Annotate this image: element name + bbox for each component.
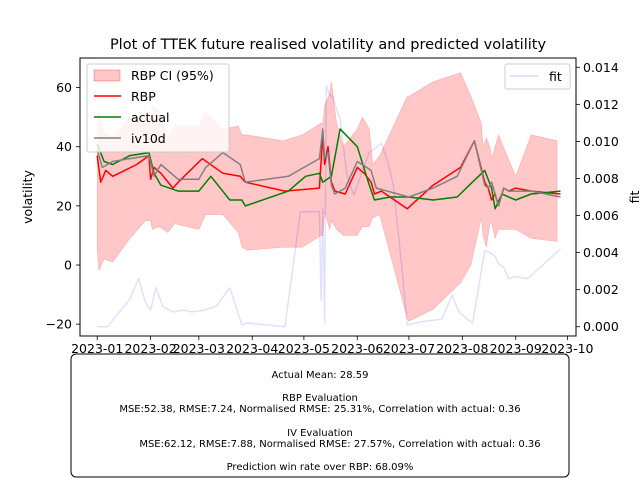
y-tick-label: −20 (46, 317, 72, 332)
legend-label-rbp: RBP (131, 89, 156, 104)
y-tick-label: 40 (56, 139, 72, 154)
info-line-rbp-metrics: MSE:52.38, RMSE:7.24, Normalised RMSE: 2… (119, 404, 520, 415)
chart-title: Plot of TTEK future realised volatility … (110, 37, 547, 53)
series-line-fit (97, 85, 562, 328)
y-axis-label: volatility (20, 169, 35, 223)
y2-tick-label: 0.010 (583, 134, 619, 149)
y-axis-left: −20 0 20 40 60 (46, 80, 80, 332)
axes-frame (79, 57, 577, 337)
series-line-actual (96, 128, 561, 210)
y2-tick-label: 0.000 (583, 319, 619, 334)
legend-label-rbp-ci: RBP CI (95%) (131, 68, 214, 83)
legend-label-actual: actual (131, 110, 170, 125)
x-tick-label: 2023-01 (71, 341, 123, 356)
y2-tick-label: 0.002 (583, 282, 619, 297)
legend-swatch-rbp-ci (93, 69, 121, 82)
y-tick-label: 60 (56, 80, 72, 95)
y2-tick-label: 0.008 (583, 171, 619, 186)
x-tick-label: 2023-04 (226, 341, 278, 356)
info-box: Actual Mean: 28.59 RBP Evaluation MSE:52… (70, 353, 570, 478)
legend-label-iv10d: iv10d (131, 131, 166, 146)
legend-left: RBP CI (95%) RBP actual iv10d (86, 63, 230, 153)
x-tick-label: 2023-05 (278, 341, 330, 356)
series-line-iv10d (96, 128, 561, 207)
x-tick-label: 2023-02 (124, 341, 176, 356)
x-tick-label: 2023-08 (436, 341, 488, 356)
y2-tick-label: 0.006 (583, 208, 619, 223)
y2-tick-label: 0.014 (583, 60, 619, 75)
legend-right: fit (504, 63, 571, 90)
info-line-iv-metrics: MSE:62.12, RMSE:7.88, Normalised RMSE: 2… (139, 439, 540, 450)
info-line-actual-mean: Actual Mean: 28.59 (272, 370, 369, 381)
legend-label-fit: fit (549, 69, 562, 84)
info-line-iv-heading: IV Evaluation (287, 428, 353, 439)
y-axis-right: 0.000 0.002 0.004 0.006 0.008 0.010 0.012 0.014 (576, 60, 619, 334)
y-tick-label: 20 (56, 198, 72, 213)
y2-tick-label: 0.004 (583, 245, 619, 260)
x-tick-label: 2023-03 (173, 341, 225, 356)
info-line-rbp-heading: RBP Evaluation (282, 393, 358, 404)
y-tick-label: 0 (64, 258, 72, 273)
x-tick-label: 2023-10 (541, 341, 593, 356)
y2-axis-label: fit (627, 191, 640, 204)
info-box-frame (70, 353, 570, 478)
x-tick-label: 2023-09 (490, 341, 542, 356)
x-tick-label: 2023-06 (331, 341, 383, 356)
legend-left-box (86, 63, 230, 153)
y2-tick-label: 0.012 (583, 97, 619, 112)
legend-right-box (504, 63, 571, 90)
info-line-win-rate: Prediction win rate over RBP: 68.09% (227, 462, 414, 473)
x-tick-label: 2023-07 (383, 341, 435, 356)
